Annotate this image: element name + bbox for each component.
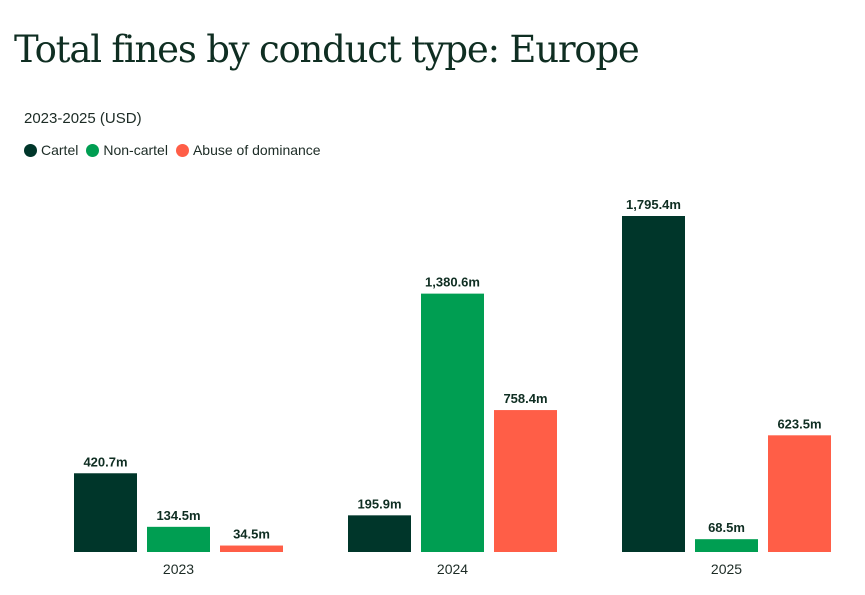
data-label-abuse-of-dominance-2024: 758.4m [503, 391, 547, 406]
data-label-cartel-2024: 195.9m [357, 496, 401, 511]
data-label-non-cartel-2023: 134.5m [156, 508, 200, 523]
data-label-non-cartel-2024: 1,380.6m [425, 275, 480, 290]
legend-item-cartel: Cartel [24, 142, 78, 158]
legend: Cartel Non-cartel Abuse of dominance [24, 142, 329, 158]
bar-non-cartel-2024 [421, 293, 484, 552]
chart-subtitle: 2023-2025 (USD) [24, 110, 142, 127]
bar-cartel-2023 [74, 473, 137, 552]
bar-abuse-of-dominance-2025 [768, 435, 831, 552]
data-label-cartel-2023: 420.7m [83, 454, 127, 469]
bar-abuse-of-dominance-2024 [494, 410, 557, 552]
bar-non-cartel-2023 [147, 526, 210, 552]
chart-title: Total fines by conduct type: Europe [14, 28, 640, 71]
legend-swatch-cartel [24, 143, 37, 157]
data-label-abuse-of-dominance-2025: 623.5m [777, 416, 821, 431]
x-tick-label-2023: 2023 [163, 561, 194, 577]
bar-abuse-of-dominance-2023 [220, 545, 283, 552]
legend-swatch-abuse-of-dominance [175, 143, 189, 157]
x-tick-label-2025: 2025 [711, 561, 742, 577]
data-label-abuse-of-dominance-2023: 34.5m [233, 527, 270, 542]
data-label-non-cartel-2025: 68.5m [708, 520, 745, 535]
bar-cartel-2025 [622, 216, 685, 552]
legend-label-cartel: Cartel [41, 142, 79, 158]
legend-label-abuse-of-dominance: Abuse of dominance [192, 142, 321, 158]
bar-non-cartel-2025 [695, 539, 758, 552]
legend-item-abuse-of-dominance: Abuse of dominance [175, 142, 321, 158]
legend-item-non-cartel: Non-cartel [86, 142, 168, 158]
x-tick-label-2024: 2024 [437, 561, 468, 577]
legend-label-non-cartel: Non-cartel [103, 142, 168, 158]
data-label-cartel-2025: 1,795.4m [626, 197, 681, 212]
bar-cartel-2024 [348, 515, 411, 552]
legend-swatch-non-cartel [86, 143, 100, 157]
